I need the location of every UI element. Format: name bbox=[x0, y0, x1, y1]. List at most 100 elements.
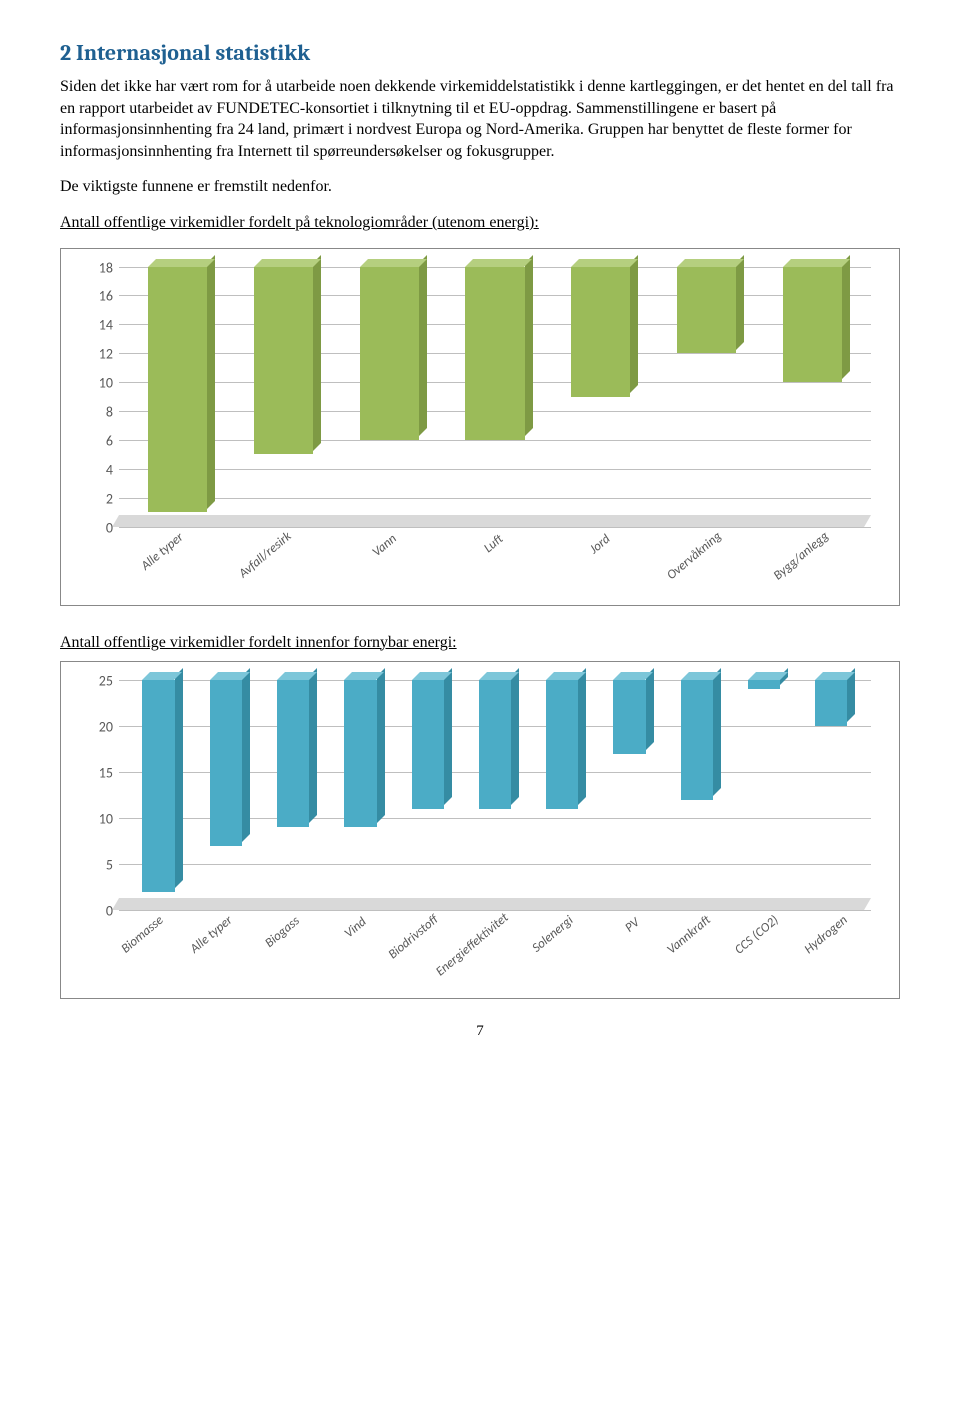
bar-top bbox=[465, 259, 532, 267]
x-axis-label: Solenergi bbox=[530, 913, 577, 956]
bar bbox=[546, 680, 578, 809]
bar bbox=[277, 680, 309, 827]
x-label-slot: Vann bbox=[334, 527, 441, 597]
x-label-slot: Bygg/anlegg bbox=[764, 527, 871, 597]
x-label-slot: Biodrivstoff bbox=[392, 910, 460, 990]
x-axis-label: Biodrivstoff bbox=[385, 912, 441, 962]
x-axis-label: Luft bbox=[481, 531, 506, 555]
bar-front bbox=[546, 680, 578, 809]
x-axis-label: Alle typer bbox=[187, 913, 235, 957]
bar-top bbox=[571, 259, 638, 267]
x-label-slot: Alle typer bbox=[187, 910, 255, 990]
y-axis-label: 25 bbox=[99, 673, 119, 690]
bar-slot bbox=[663, 680, 730, 910]
bar-side bbox=[713, 668, 721, 796]
bar-front bbox=[815, 680, 847, 726]
x-axis-label: Vann bbox=[369, 531, 399, 560]
bar-side bbox=[242, 668, 250, 842]
bar bbox=[148, 267, 207, 513]
bar-side bbox=[630, 255, 638, 393]
bar bbox=[360, 267, 419, 440]
bar-side bbox=[313, 255, 321, 451]
bar bbox=[210, 680, 242, 846]
bar-front bbox=[613, 680, 645, 754]
bar-side bbox=[207, 255, 215, 509]
bar-slot bbox=[548, 267, 654, 527]
bar bbox=[677, 267, 736, 354]
y-axis-label: 15 bbox=[99, 765, 119, 782]
bar bbox=[613, 680, 645, 754]
bars-group bbox=[119, 680, 871, 910]
bar-front bbox=[571, 267, 630, 397]
bar-side bbox=[736, 255, 744, 350]
x-axis-label: Jord bbox=[587, 531, 613, 557]
bar-front bbox=[681, 680, 713, 800]
bar-slot bbox=[125, 267, 231, 527]
bar bbox=[142, 680, 174, 892]
bar-front bbox=[254, 267, 313, 455]
bar-slot bbox=[394, 680, 461, 910]
y-axis-label: 8 bbox=[106, 404, 119, 421]
x-axis-label: Bygg/anlegg bbox=[771, 528, 832, 583]
bar-side bbox=[842, 255, 850, 379]
y-axis-label: 2 bbox=[106, 490, 119, 507]
x-axis-label: Hydrogen bbox=[801, 913, 850, 957]
bar-side bbox=[444, 668, 452, 805]
bar-front bbox=[210, 680, 242, 846]
bar-top bbox=[148, 259, 215, 267]
bar-slot bbox=[125, 680, 192, 910]
bar-side bbox=[309, 668, 317, 823]
x-label-slot: Avfall/resirk bbox=[226, 527, 333, 597]
chart2-container: 0510152025 BiomasseAlle typerBiogassVind… bbox=[60, 661, 900, 999]
x-axis-label: Vind bbox=[342, 915, 370, 942]
bar-front bbox=[277, 680, 309, 827]
bar-side bbox=[419, 255, 427, 436]
bar-front bbox=[748, 680, 780, 689]
bar-side bbox=[646, 668, 654, 750]
x-axis-label: Biomasse bbox=[119, 913, 167, 957]
bar-front bbox=[344, 680, 376, 827]
chart2-caption: Antall offentlige virkemidler fordelt in… bbox=[60, 632, 900, 654]
bar-slot bbox=[654, 267, 760, 527]
y-axis-label: 4 bbox=[106, 461, 119, 478]
x-label-slot: Energieffektivitet bbox=[461, 910, 529, 990]
chart1-caption: Antall offentlige virkemidler fordelt på… bbox=[60, 212, 900, 234]
y-axis-label: 18 bbox=[99, 259, 119, 276]
bar-slot bbox=[596, 680, 663, 910]
bar-front bbox=[142, 680, 174, 892]
bar-front bbox=[465, 267, 524, 440]
bar-front bbox=[148, 267, 207, 513]
x-label-slot: Luft bbox=[441, 527, 548, 597]
x-label-slot: Biogass bbox=[256, 910, 324, 990]
bar-front bbox=[677, 267, 736, 354]
x-axis-label: Vannkraft bbox=[664, 913, 713, 958]
x-axis-label: Avfall/resirk bbox=[236, 528, 294, 580]
bars-group bbox=[119, 267, 871, 527]
x-label-slot: CCS (CO2) bbox=[734, 910, 802, 990]
bar-front bbox=[479, 680, 511, 809]
x-label-slot: Vannkraft bbox=[666, 910, 734, 990]
y-axis-label: 16 bbox=[99, 288, 119, 305]
x-axis-label: Alle typer bbox=[138, 529, 186, 573]
x-axis-label: Biogass bbox=[262, 914, 302, 951]
bar-front bbox=[412, 680, 444, 809]
bar-side bbox=[578, 668, 586, 805]
section-heading: 2 Internasjonal statistikk bbox=[60, 40, 900, 66]
bar-slot bbox=[461, 680, 528, 910]
paragraph-2: De viktigste funnene er fremstilt nedenf… bbox=[60, 176, 900, 198]
bar bbox=[254, 267, 313, 455]
bar bbox=[465, 267, 524, 440]
bar-slot bbox=[260, 680, 327, 910]
bar bbox=[412, 680, 444, 809]
chart1-container: 024681012141618 Alle typerAvfall/resirkV… bbox=[60, 248, 900, 606]
bar-slot bbox=[730, 680, 797, 910]
bar-top bbox=[677, 259, 744, 267]
y-axis-label: 20 bbox=[99, 719, 119, 736]
x-label-slot: Solenergi bbox=[529, 910, 597, 990]
bar bbox=[681, 680, 713, 800]
x-axis-label: PV bbox=[622, 915, 642, 936]
bar-slot bbox=[798, 680, 865, 910]
chart1: 024681012141618 Alle typerAvfall/resirkV… bbox=[79, 267, 881, 597]
x-label-slot: Overvåkning bbox=[656, 527, 763, 597]
bar bbox=[571, 267, 630, 397]
